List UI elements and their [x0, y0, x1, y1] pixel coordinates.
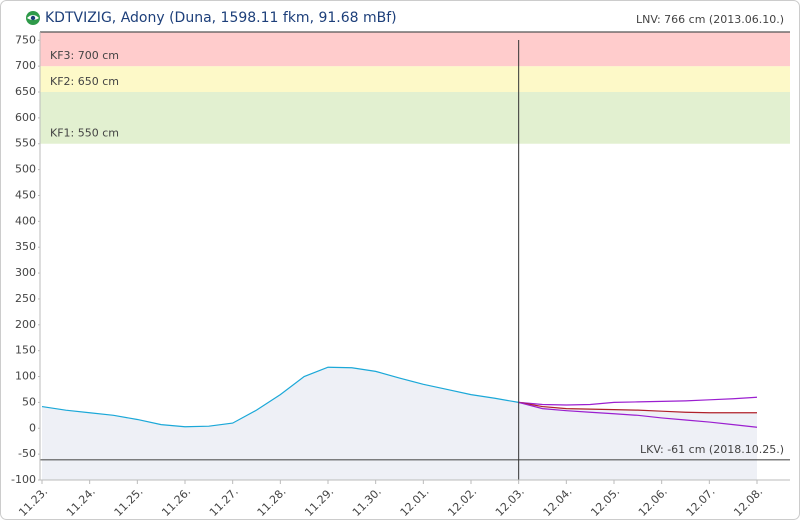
area [42, 367, 519, 480]
area [518, 402, 757, 480]
band-label: KF2: 650 cm [50, 75, 119, 88]
y-tick-label: 200 [15, 318, 36, 331]
line [518, 401, 757, 414]
y-tick-label: 750 [15, 33, 36, 46]
y-tick-label: 400 [15, 214, 36, 227]
y-tick-label: -100 [11, 473, 36, 486]
y-tick-label: 50 [22, 395, 36, 408]
y-tick-label: 0 [29, 421, 36, 434]
y-tick-label: 650 [15, 85, 36, 98]
band-label: KF1: 550 cm [50, 127, 119, 140]
reference-label: LKV: -61 cm (2018.10.25.) [640, 443, 784, 456]
y-tick-label: -50 [18, 447, 36, 460]
y-tick-label: 350 [15, 240, 36, 253]
chart-title: KDTVIZIG, Adony (Duna, 1598.11 fkm, 91.6… [45, 10, 397, 26]
line [518, 401, 758, 428]
y-tick-label: 100 [15, 370, 36, 383]
line [41, 366, 519, 428]
line [518, 396, 758, 406]
y-tick-label: 550 [15, 137, 36, 150]
logo-icon [26, 11, 40, 25]
band-label: KF3: 700 cm [50, 49, 119, 62]
threshold-band [40, 32, 790, 67]
y-tick-label: 500 [15, 163, 36, 176]
threshold-band [40, 92, 790, 144]
y-tick-label: 300 [15, 266, 36, 279]
y-tick-label: 700 [15, 59, 36, 72]
y-tick-label: 250 [15, 292, 36, 305]
reference-label: LNV: 766 cm (2013.06.10.) [636, 13, 784, 26]
y-tick-label: 600 [15, 111, 36, 124]
threshold-band [40, 66, 790, 93]
y-tick-label: 150 [15, 344, 36, 357]
y-tick-label: 450 [15, 188, 36, 201]
